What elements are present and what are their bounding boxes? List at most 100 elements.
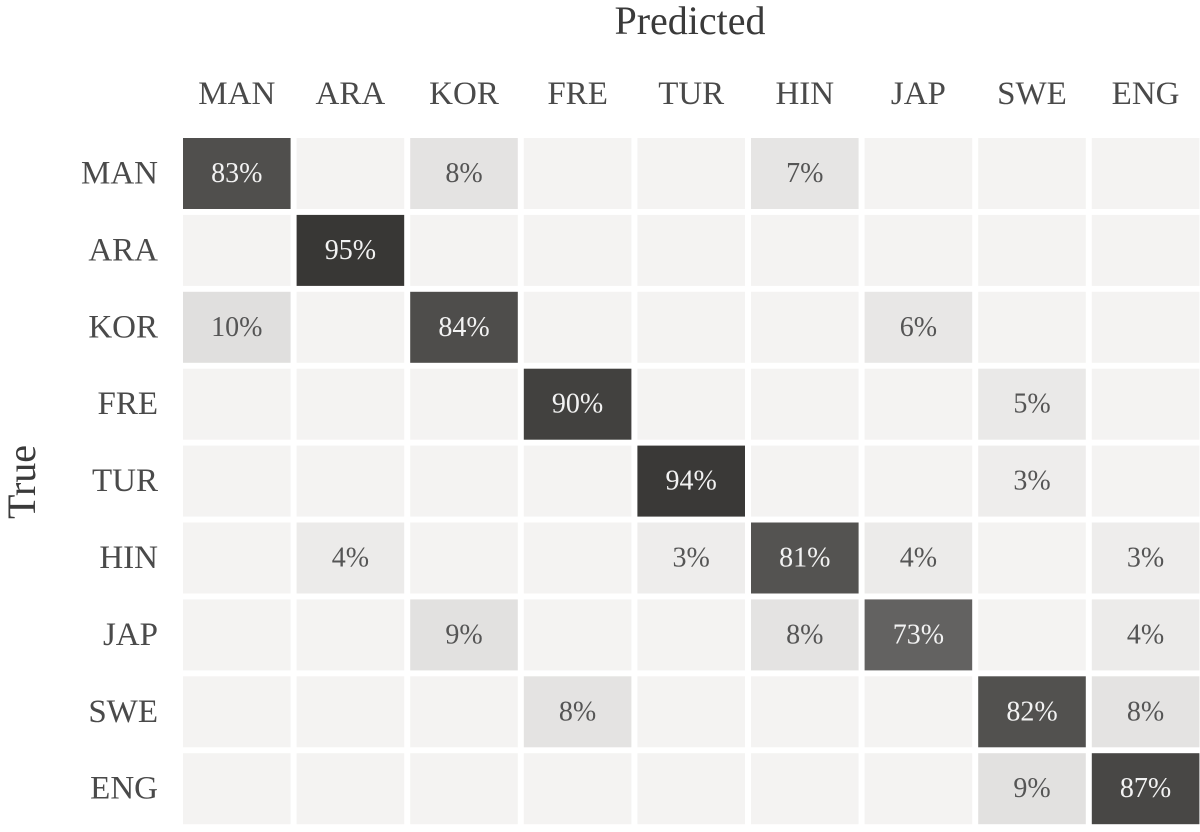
heatmap-cell-jap-eng [1091,599,1200,671]
heatmap-cell-fre-kor [410,368,518,440]
heatmap-cell-kor-jap [864,291,973,363]
heatmap-cell-swe-jap [864,676,973,748]
cell-value-label: 8% [786,619,823,650]
heatmap-cell-hin-swe [978,522,1086,594]
y-tick-label-fre: FRE [97,386,158,422]
heatmap-cell-man-ara [296,138,405,209]
cell-value-label: 8% [559,696,596,727]
cell-value-label: 82% [1006,696,1057,727]
heatmap-cell-eng-jap [864,753,973,825]
heatmap-cell-tur-kor [410,445,518,517]
x-tick-label-kor: KOR [429,76,499,112]
x-tick-labels: MAN ARA KOR FRE TUR HIN JAP SWE ENG [198,76,1179,112]
x-tick-label-man: MAN [198,76,275,112]
heatmap-cell-swe-ara [296,676,405,748]
heatmap-cell-kor-eng [1091,291,1200,363]
cell-value-label: 6% [900,312,937,343]
cell-value-label: 3% [673,543,710,574]
heatmap-cell-ara-hin [751,214,859,286]
heatmap-cell-jap-tur [637,599,745,671]
heatmap-cell-eng-hin [751,753,859,825]
cell-value-label: 3% [1013,466,1050,497]
cell-value-label: 95% [325,235,376,266]
heatmap-cell-hin-jap [864,522,973,594]
heatmap-cell-hin-ara [296,522,405,594]
cell-value-label: 7% [786,158,823,189]
heatmap-cell-man-kor [410,138,518,209]
heatmap-cell-hin-eng [1091,522,1200,594]
heatmap-cell-swe-hin [751,676,859,748]
heatmap-cell-eng-tur [637,753,745,825]
heatmap-cell-man-jap [864,138,973,209]
heatmap-cell-man-eng [1091,138,1200,209]
heatmap-cell-ara-tur [637,214,745,286]
x-tick-label-fre: FRE [547,76,608,112]
heatmap-cell-ara-kor [410,214,518,286]
heatmap-cell-eng-swe [978,753,1086,825]
heatmap-cell-fre-man [183,368,291,440]
y-tick-label-tur: TUR [92,463,158,499]
x-tick-label-hin: HIN [775,76,834,112]
cell-value-label: 9% [1013,773,1050,804]
x-axis-title: Predicted [614,0,765,43]
heatmap-cell-fre-fre [523,368,632,440]
heatmap-cell-ara-fre [523,214,632,286]
heatmap-cell-fre-ara [296,368,405,440]
heatmap-cell-swe-tur [637,676,745,748]
heatmap-cell-swe-kor [410,676,518,748]
cell-value-label: 4% [332,543,369,574]
heatmap-cell-jap-hin [751,599,859,671]
x-tick-label-tur: TUR [658,76,724,112]
heatmap-cell-swe-fre [523,676,632,748]
cell-value-label: 4% [1127,619,1164,650]
heatmap-cell-eng-man [183,753,291,825]
cell-value-label: 8% [1127,696,1164,727]
heatmap-cell-kor-man [183,291,291,363]
heatmap-cell-hin-kor [410,522,518,594]
heatmap-cell-kor-hin [751,291,859,363]
cell-value-label: 9% [445,619,482,650]
heatmap-cell-ara-ara [296,214,405,286]
cell-value-label: 94% [666,466,717,497]
cell-value-label: 83% [211,158,262,189]
x-tick-label-ara: ARA [316,76,386,112]
heatmap-cell-hin-fre [523,522,632,594]
heatmap-cell-tur-man [183,445,291,517]
heatmap-cell-hin-man [183,522,291,594]
heatmap-cell-jap-kor [410,599,518,671]
cell-value-label: 87% [1120,773,1171,804]
heatmap-cell-eng-eng [1091,753,1200,825]
heatmap-cell-jap-ara [296,599,405,671]
cell-value-label: 90% [552,389,603,420]
heatmap-cell-jap-swe [978,599,1086,671]
heatmap-cell-tur-ara [296,445,405,517]
heatmap-cell-tur-fre [523,445,632,517]
heatmap-cell-fre-jap [864,368,973,440]
heatmap-cell-tur-jap [864,445,973,517]
y-tick-label-eng: ENG [90,771,158,807]
heatmap-cell-kor-swe [978,291,1086,363]
y-axis-title: True [0,445,44,519]
heatmap-cell-fre-tur [637,368,745,440]
heatmap-cell-jap-fre [523,599,632,671]
heatmap-cell-tur-hin [751,445,859,517]
y-tick-label-swe: SWE [88,694,158,730]
y-tick-label-man: MAN [81,156,158,192]
cell-value-label: 73% [893,619,944,650]
heatmap-cell-man-fre [523,138,632,209]
heatmap-cell-ara-eng [1091,214,1200,286]
y-tick-label-kor: KOR [88,309,158,345]
cell-value-label: 10% [211,312,262,343]
heatmap-cell-ara-swe [978,214,1086,286]
heatmap-cell-eng-ara [296,753,405,825]
heatmap-cell-swe-eng [1091,676,1200,748]
heatmap-cell-tur-swe [978,445,1086,517]
heatmap-cell-eng-fre [523,753,632,825]
heatmap-cell-swe-swe [978,676,1086,748]
cell-value-label: 8% [445,158,482,189]
heatmap-cell-kor-fre [523,291,632,363]
heatmap-cell-jap-jap [864,599,973,671]
heatmap-cell-fre-eng [1091,368,1200,440]
